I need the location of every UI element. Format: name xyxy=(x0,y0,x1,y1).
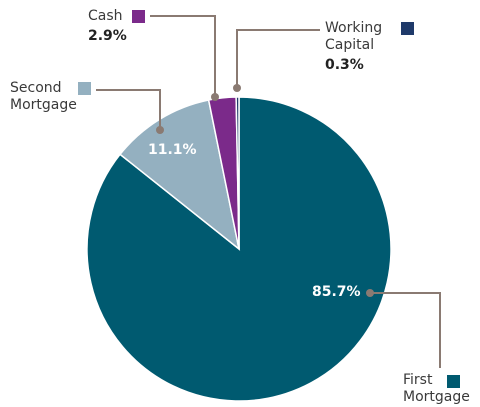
value-label: 85.7% xyxy=(312,284,361,300)
leader-dot xyxy=(366,289,374,297)
pie-slice xyxy=(235,96,240,250)
slice-label: Working Capital xyxy=(325,20,383,53)
slice-label: Second Mortgage xyxy=(10,80,77,113)
leader-line xyxy=(236,29,320,88)
leader-line xyxy=(96,89,161,130)
legend-swatch xyxy=(78,82,91,95)
value-label: 0.3% xyxy=(325,57,364,73)
slice-label: Cash xyxy=(88,8,123,24)
pie-slice xyxy=(86,96,392,402)
leader-dot xyxy=(211,93,219,101)
leader-line xyxy=(150,15,216,97)
leader-dot xyxy=(233,84,241,92)
legend-swatch xyxy=(401,22,414,35)
leader-dot xyxy=(156,126,164,134)
value-label: 11.1% xyxy=(148,142,197,158)
legend-swatch xyxy=(447,375,460,388)
legend-swatch xyxy=(132,10,145,23)
value-label: 2.9% xyxy=(88,28,127,44)
leader-line xyxy=(370,292,441,368)
slice-label: First Mortgage xyxy=(403,372,470,405)
